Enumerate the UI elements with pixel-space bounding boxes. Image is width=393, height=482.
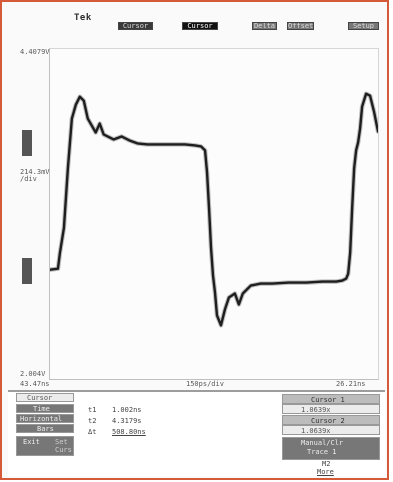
left-bars-button[interactable]: Bars	[16, 424, 74, 433]
channel-marker-top	[22, 130, 32, 156]
left-cursor-header[interactable]: Cursor	[16, 393, 74, 402]
bottom-menu-panel: Cursor Time Horizontal Bars Exit Set Cur…	[8, 390, 385, 476]
mid-left-voltage: 214.3mV	[20, 168, 50, 176]
time-center: 150ps/div	[186, 380, 224, 388]
time-right: 26.21ns	[336, 380, 366, 388]
readout-1-value: 1.002ns	[112, 406, 142, 414]
top-button-offset[interactable]: Offset	[287, 22, 314, 30]
bottom-left-voltage: 2.004V	[20, 370, 46, 378]
cursor-2-title: Cursor 2	[311, 417, 345, 425]
readout-3-value: 508.80ns	[112, 428, 146, 436]
readout-2-prefix: t2	[88, 417, 97, 425]
left-curs-text: Curs	[55, 446, 72, 454]
readout-2-value: 4.3179s	[112, 417, 142, 425]
left-time-text: Time	[33, 405, 50, 413]
time-left: 43.47ns	[20, 380, 50, 388]
cursor-2-value: 1.0639x	[301, 427, 331, 435]
cursor-1-value: 1.0639x	[301, 406, 331, 414]
m2-label: M2	[322, 460, 331, 468]
left-horizontal-button[interactable]: Horizontal	[16, 414, 74, 423]
left-set-text: Set	[55, 438, 68, 446]
top-left-voltage: 4.4079V	[20, 48, 50, 56]
readout-1-prefix: t1	[88, 406, 97, 414]
top-button-delta[interactable]: Delta	[252, 22, 277, 30]
waveform-trace-shadow	[50, 91, 378, 328]
cursor-2-title-box[interactable]: Cursor 2	[282, 415, 380, 425]
cursor-1-title: Cursor 1	[311, 396, 345, 404]
top-button-cursor-2[interactable]: Cursor	[182, 22, 218, 30]
left-time-button[interactable]: Time	[16, 404, 74, 413]
top-button-setup[interactable]: Setup	[348, 22, 379, 30]
more-label[interactable]: More	[317, 468, 334, 476]
waveform-svg	[50, 91, 378, 328]
cursor-2-value-box[interactable]: 1.0639x	[282, 425, 380, 435]
trace-1-label: Trace 1	[307, 448, 337, 456]
manual-clear-label: Manual/Clr	[301, 439, 344, 447]
left-cursor-header-text: Cursor	[27, 394, 53, 402]
left-exit-text: Exit	[23, 438, 40, 446]
waveform-trace	[50, 92, 378, 327]
waveform-screen	[49, 48, 379, 380]
channel-marker-bottom	[22, 258, 32, 284]
left-bars-text: Bars	[37, 425, 54, 433]
brand-label: Tek	[74, 13, 92, 23]
cursor-1-title-box[interactable]: Cursor 1	[282, 394, 380, 404]
left-exit-button[interactable]: Exit Set Curs	[16, 436, 74, 456]
readout-3-prefix: Δt	[88, 428, 97, 436]
top-toolbar: Tek Cursor Cursor Delta Offset Setup	[8, 8, 385, 40]
mid-left-unit: /div	[20, 175, 37, 183]
cursor-1-value-box[interactable]: 1.0639x	[282, 404, 380, 414]
top-button-cursor-1[interactable]: Cursor	[118, 22, 153, 30]
manual-trace-box[interactable]: Manual/Clr Trace 1	[282, 437, 380, 460]
left-horizontal-text: Horizontal	[20, 415, 63, 423]
